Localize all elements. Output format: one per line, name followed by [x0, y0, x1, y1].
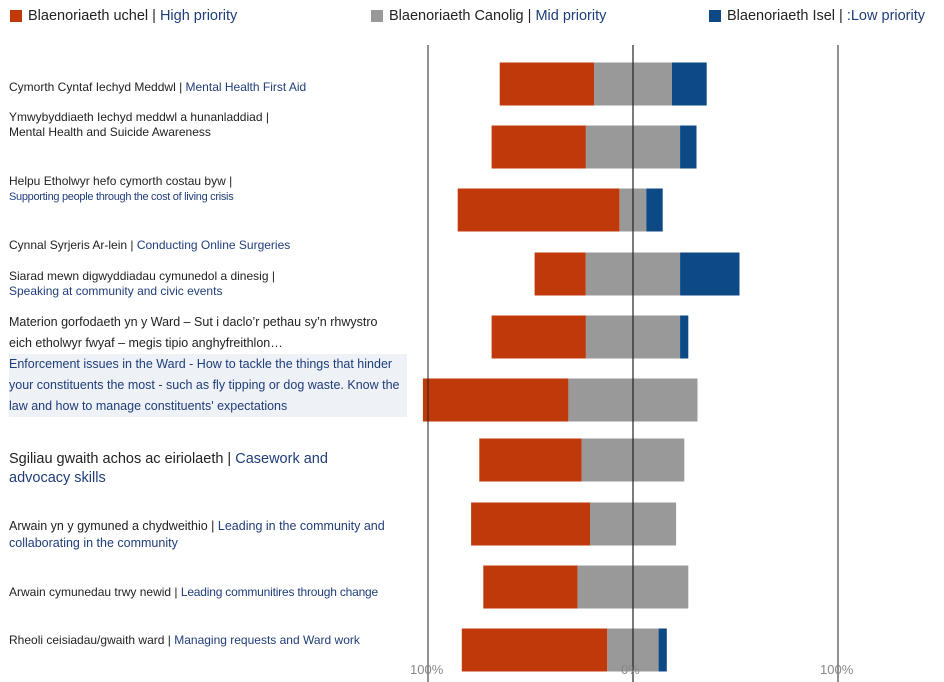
- row-label-4: Siarad mewn digwyddiadau cymunedol a din…: [9, 269, 275, 298]
- legend-mid-en: Mid priority: [535, 8, 607, 24]
- axis-label-left: 100%: [410, 662, 444, 677]
- bar-high-1: [491, 125, 586, 169]
- bar-high-0: [499, 62, 594, 106]
- bar-high-9: [461, 628, 608, 672]
- bar-high-7: [471, 502, 590, 546]
- bar-low-1: [680, 125, 697, 169]
- legend-swatch-low: [709, 10, 721, 22]
- bar-high-4: [491, 315, 586, 359]
- bar-low-0: [671, 62, 707, 106]
- bar-high-6: [479, 438, 582, 482]
- bar-high-2: [457, 188, 620, 232]
- bar-low-4: [680, 315, 689, 359]
- row-label-2: Helpu Etholwyr hefo cymorth costau byw |…: [9, 174, 234, 203]
- legend-high: Blaenoriaeth uchel | High priority: [10, 7, 237, 25]
- row-label-9: Rheoli ceisiadau/gwaith ward | Managing …: [9, 633, 360, 647]
- row-label-1: Ymwybyddiaeth Iechyd meddwl a hunanladdi…: [9, 110, 269, 139]
- bar-low-3: [680, 252, 740, 296]
- legend-swatch-mid: [371, 10, 383, 22]
- row-label-6: Sgiliau gwaith achos ac eiriolaeth | Cas…: [9, 451, 328, 486]
- bar-high-5: [422, 378, 569, 422]
- legend-high-cy: Blaenoriaeth uchel: [28, 8, 149, 24]
- axis-label-right: 100%: [820, 662, 854, 677]
- row-label-7: Arwain yn y gymuned a chydweithio | Lead…: [9, 519, 385, 550]
- legend-high-en: High priority: [159, 8, 238, 24]
- row-label-5: Materion gorfodaeth yn y Ward – Sut i da…: [9, 312, 407, 417]
- row-label-3: Cynnal Syrjeris Ar-lein | Conducting Onl…: [9, 238, 291, 252]
- bar-high-3: [534, 252, 586, 296]
- legend-low-en: :Low priority: [846, 8, 926, 24]
- axis-label-center: 0%: [621, 662, 640, 677]
- legend-low-cy: Blaenoriaeth Isel: [727, 8, 836, 24]
- legend-swatch-high: [10, 10, 22, 22]
- legend-mid: Blaenoriaeth Canolig | Mid priority: [371, 7, 606, 25]
- bar-low-2: [646, 188, 663, 232]
- row-label-0: Cymorth Cyntaf Iechyd Meddwl | Mental He…: [9, 80, 307, 94]
- row-label-8: Arwain cymunedau trwy newid | Leading co…: [9, 585, 378, 599]
- bar-high-8: [483, 565, 578, 609]
- legend-mid-cy: Blaenoriaeth Canolig: [389, 8, 524, 24]
- legend-low: Blaenoriaeth Isel | :Low priority: [709, 7, 925, 25]
- bar-low-9: [658, 628, 667, 672]
